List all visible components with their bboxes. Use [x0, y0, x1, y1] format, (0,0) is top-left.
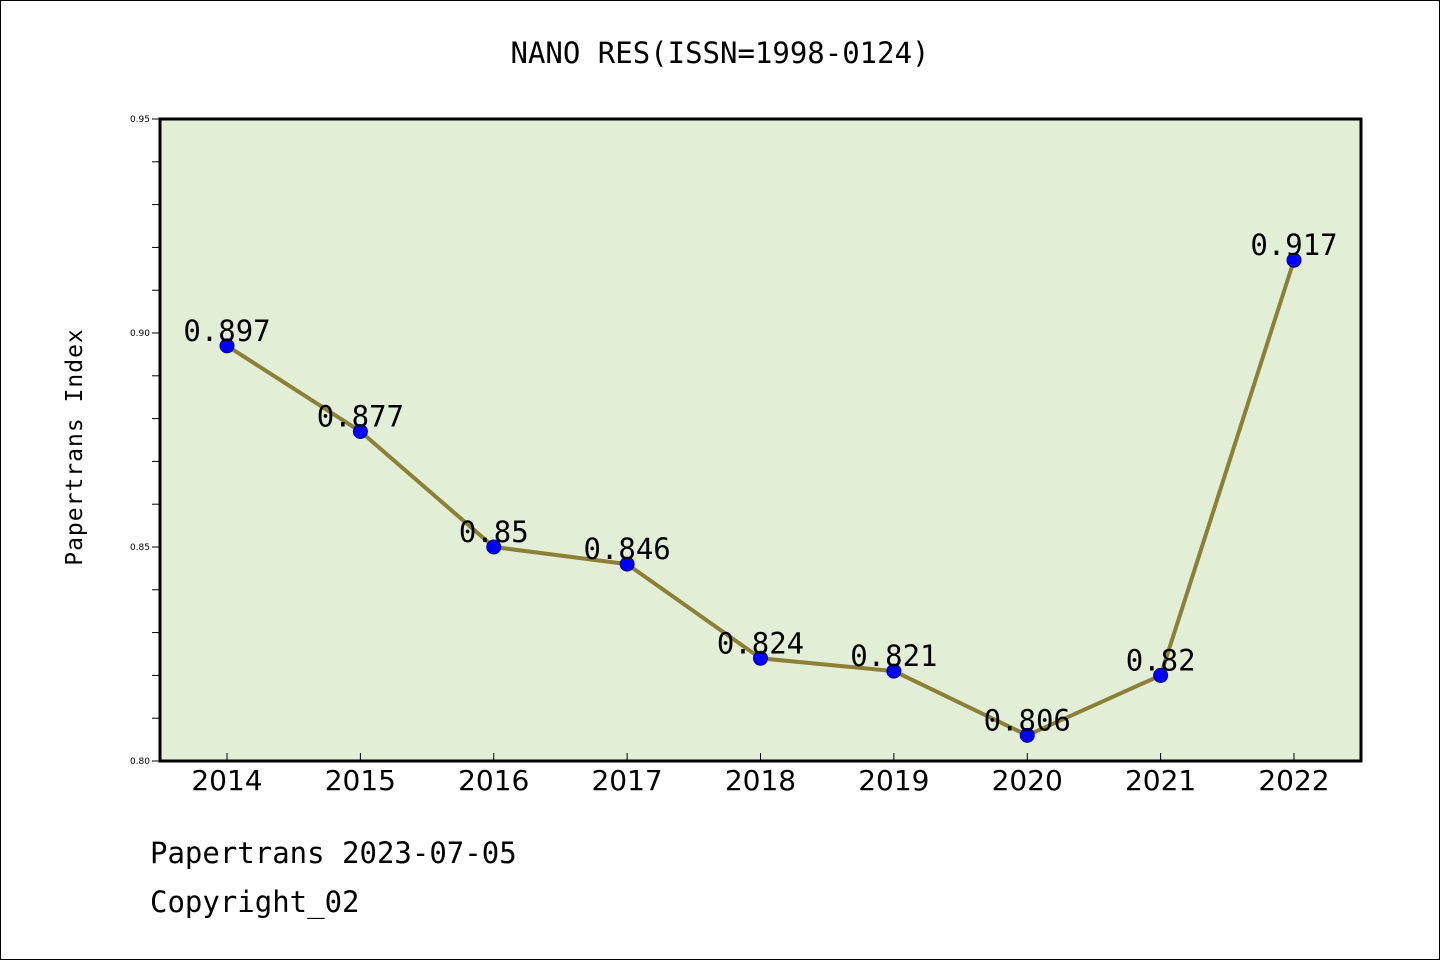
data-point-marker [1019, 727, 1035, 743]
data-point-label: 0.85 [459, 515, 529, 549]
x-tick-label: 2014 [191, 764, 262, 797]
x-tick-label: 2016 [458, 764, 529, 797]
x-tick-label: 2022 [1258, 764, 1329, 797]
data-point-label: 0.824 [717, 626, 804, 660]
data-point-label: 0.897 [183, 314, 270, 348]
data-point-marker [1153, 667, 1169, 683]
data-point-marker [1286, 252, 1302, 268]
data-point-marker [219, 338, 235, 354]
x-tick-label: 2018 [725, 764, 796, 797]
y-tick-label: 0.85 [130, 543, 150, 553]
y-tick-label: 0.90 [130, 329, 150, 339]
x-tick-label: 2021 [1125, 764, 1196, 797]
x-tick-label: 2015 [325, 764, 396, 797]
data-point-label: 0.846 [583, 532, 670, 566]
data-point-marker [753, 650, 768, 666]
x-tick-label: 2020 [992, 764, 1063, 797]
footer-date: Papertrans 2023-07-05 [150, 836, 517, 870]
y-tick-label: 0.80 [130, 757, 150, 767]
data-labels: 0.897 0.877 0.85 0.846 0.824 0.821 0.806 0.82 0.… [183, 228, 1337, 737]
footer-copyright: Copyright_02 [150, 885, 360, 919]
x-tick-label: 2019 [858, 764, 929, 797]
data-point-label: 0.917 [1250, 228, 1337, 262]
x-tick-label: 2017 [591, 764, 662, 797]
data-point-marker [886, 663, 902, 679]
data-point-marker [352, 423, 368, 439]
data-point-label: 0.806 [984, 703, 1071, 737]
data-point-marker [619, 556, 635, 572]
data-point-label: 0.877 [317, 399, 404, 433]
chart-title: NANO RES(ISSN=1998-0124) [510, 36, 930, 70]
y-tick-label: 0.95 [130, 115, 150, 125]
data-point-marker [486, 539, 502, 555]
x-axis: 2014 2015 2016 2017 2018 2019 2020 2021 2022 [191, 753, 1330, 797]
y-axis: 0.80 0.85 0.90 0.95 [130, 115, 160, 767]
data-point-label: 0.82 [1126, 643, 1196, 677]
data-markers [219, 252, 1302, 743]
data-point-label: 0.821 [850, 639, 937, 673]
